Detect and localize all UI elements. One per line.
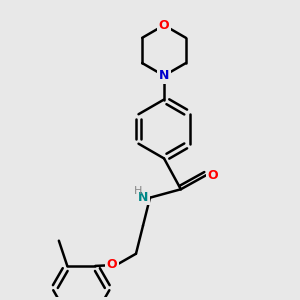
Text: O: O [208,169,218,182]
Text: N: N [159,69,169,82]
Text: O: O [159,19,169,32]
Text: N: N [138,191,148,204]
Text: H: H [134,186,142,196]
Text: O: O [107,259,118,272]
